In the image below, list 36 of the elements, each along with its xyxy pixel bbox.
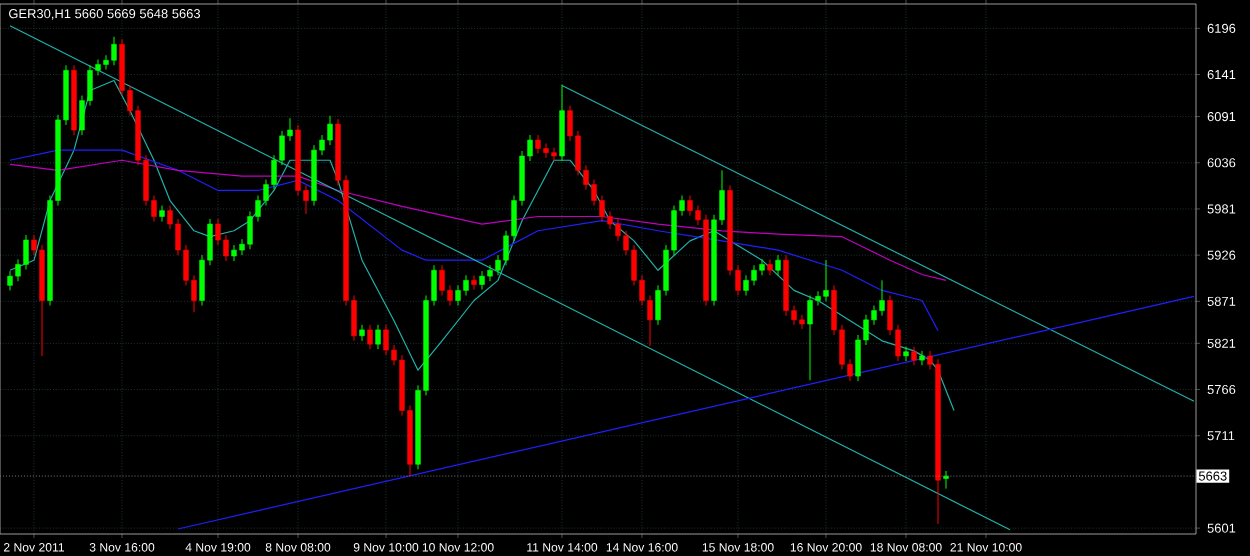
candlestick — [375, 324, 381, 350]
line-series — [9, 149, 939, 332]
candlestick — [943, 470, 949, 490]
candlestick — [911, 346, 917, 366]
candlestick — [7, 270, 13, 291]
candlestick — [767, 258, 773, 276]
candlestick — [367, 324, 373, 350]
candlestick — [327, 115, 333, 146]
candlestick — [535, 134, 541, 155]
candlestick — [359, 324, 365, 342]
candlestick — [823, 259, 829, 302]
candlestick — [687, 195, 693, 217]
candlestick — [751, 264, 757, 286]
candlestick — [879, 279, 885, 317]
line-series — [9, 159, 947, 281]
candlestick — [23, 234, 29, 270]
candlestick — [807, 294, 813, 381]
candlestick — [383, 324, 389, 356]
candlestick — [111, 36, 117, 66]
candlestick — [463, 274, 469, 296]
candlestick — [903, 346, 909, 362]
candlestick — [543, 142, 549, 159]
candlestick — [919, 350, 925, 366]
candlestick — [759, 258, 765, 276]
candlestick — [799, 314, 805, 330]
candlestick — [471, 274, 477, 291]
candlestick — [479, 270, 485, 291]
candlestick — [159, 205, 165, 223]
candlestick — [455, 284, 461, 307]
candlestick — [487, 264, 493, 282]
candlestick — [551, 147, 557, 162]
candlestick — [231, 244, 237, 262]
candlestick — [439, 264, 445, 296]
candlestick — [775, 254, 781, 276]
candlestick — [559, 84, 565, 162]
candlestick — [743, 274, 749, 296]
